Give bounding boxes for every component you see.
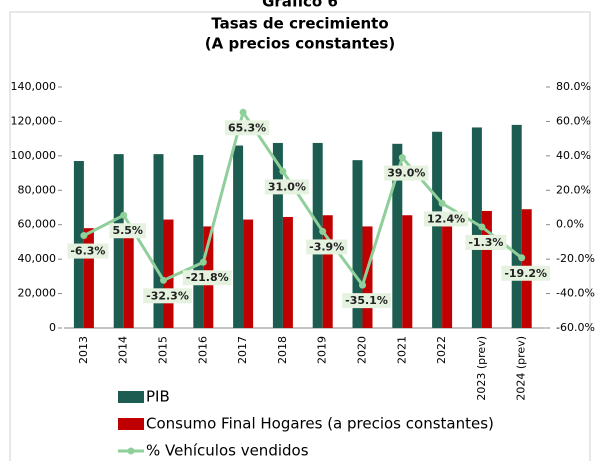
data-label-box — [465, 234, 507, 250]
bar — [163, 219, 174, 328]
bar — [322, 215, 333, 328]
x-tick-label: 2019 — [316, 336, 329, 364]
data-label-box — [225, 120, 270, 136]
y-tick-label: 40,000 — [18, 252, 57, 265]
x-tick-label: 2015 — [157, 336, 170, 364]
x-tick-label: 2013 — [77, 336, 90, 364]
y2-tick-label: 20.0% — [556, 183, 591, 196]
bar — [233, 145, 244, 328]
line — [83, 108, 523, 289]
bar — [153, 154, 164, 328]
data-label-box — [424, 211, 469, 227]
y-tick-label: 140,000 — [11, 80, 57, 93]
data-label: -32.3% — [146, 289, 189, 302]
data-label: 39.0% — [387, 167, 425, 180]
data-label: -19.2% — [504, 267, 547, 280]
y2-tick-label: -40.0% — [556, 287, 595, 300]
data-label: 5.5% — [112, 224, 143, 237]
x-tick-label: 2018 — [276, 336, 289, 364]
marker — [160, 276, 167, 284]
data-label: -3.9% — [309, 240, 344, 253]
legend-swatch — [118, 391, 144, 403]
bar — [243, 219, 254, 328]
y-tick-label: 80,000 — [18, 183, 57, 196]
data-label: -1.3% — [468, 236, 503, 249]
data-label-box — [384, 165, 429, 181]
data-label-box — [109, 223, 146, 239]
chart-title: Tasas de crecimiento — [211, 15, 388, 33]
x-tick-label: 2016 — [196, 336, 209, 364]
y-tick-label: 0 — [49, 321, 56, 334]
bar — [312, 142, 323, 328]
x-tick-label: 2024 (prev) — [515, 336, 528, 401]
bar — [481, 210, 492, 328]
marker — [319, 227, 327, 235]
marker — [398, 154, 406, 162]
x-tick-label: 2020 — [356, 336, 369, 364]
data-label: -6.3% — [70, 245, 105, 258]
y-tick-label: 60,000 — [18, 218, 57, 231]
data-label-box — [264, 179, 309, 195]
bar — [272, 142, 283, 328]
data-label: 12.4% — [427, 212, 465, 225]
marker — [80, 232, 88, 240]
bar — [83, 228, 94, 328]
frame — [9, 11, 591, 461]
y2-tick-label: -60.0% — [556, 321, 595, 334]
bar — [193, 154, 204, 328]
marker — [120, 211, 128, 219]
x-tick-label: 2022 — [435, 336, 448, 364]
y2-tick-label: 60.0% — [556, 114, 591, 127]
bar — [511, 124, 522, 328]
marker — [279, 167, 287, 175]
chart-header: Gráfico 6 — [262, 0, 338, 11]
data-label: -21.8% — [186, 271, 229, 284]
legend-label: % Vehículos vendidos — [146, 442, 309, 460]
legend-swatch — [127, 447, 135, 455]
x-tick-label: 2021 — [395, 336, 408, 364]
legend-label: PIB — [146, 388, 170, 406]
y2-tick-label: 80.0% — [556, 80, 591, 93]
bar — [442, 226, 453, 328]
x-tick-label: 2023 (prev) — [475, 336, 488, 401]
data-label: -35.1% — [345, 294, 388, 307]
data-label: 65.3% — [228, 121, 266, 134]
marker — [359, 281, 366, 289]
bar — [352, 160, 363, 328]
marker — [478, 223, 486, 231]
marker — [518, 254, 526, 262]
data-label-box — [67, 243, 109, 259]
y2-tick-label: -20.0% — [556, 252, 595, 265]
legend-label: Consumo Final Hogares (a precios constan… — [146, 415, 494, 433]
data-label-box — [501, 265, 551, 281]
y-tick-label: 20,000 — [18, 287, 57, 300]
x-tick-label: 2017 — [236, 336, 249, 364]
marker — [239, 108, 247, 116]
bar — [282, 216, 293, 328]
data-label-box — [182, 270, 232, 286]
bar — [113, 154, 124, 328]
bar — [392, 143, 403, 328]
bar — [123, 236, 134, 328]
y2-tick-label: 40.0% — [556, 149, 591, 162]
bar — [471, 127, 482, 328]
marker — [199, 258, 207, 266]
y-tick-label: 100,000 — [11, 149, 57, 162]
data-label-box — [306, 239, 348, 255]
data-label-box — [143, 288, 192, 304]
y2-tick-label: 0.0% — [556, 218, 584, 231]
data-label: 31.0% — [268, 180, 306, 193]
data-label-box — [342, 293, 391, 309]
y-tick-label: 120,000 — [11, 114, 57, 127]
chart-subtitle: (A precios constantes) — [205, 35, 395, 53]
x-tick-label: 2014 — [117, 336, 130, 364]
bar — [432, 131, 443, 328]
legend-swatch — [118, 418, 144, 430]
marker — [438, 199, 446, 207]
bar — [402, 215, 413, 328]
bar — [362, 226, 373, 328]
